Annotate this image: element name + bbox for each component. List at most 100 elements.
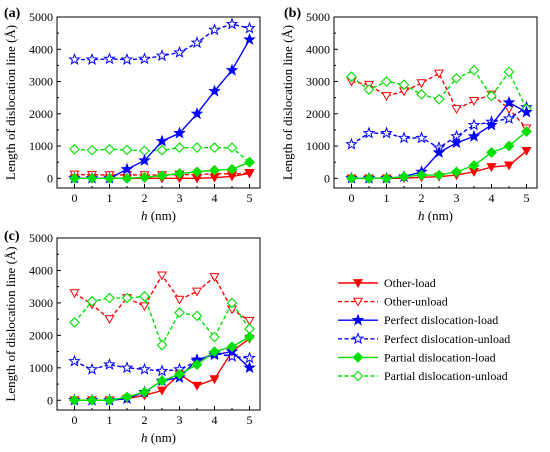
- data-point: [120, 52, 134, 65]
- x-axis-symbol: h: [141, 208, 148, 223]
- data-point: [485, 118, 498, 131]
- y-tick-label: 1000: [306, 139, 330, 153]
- panel-label: (a): [4, 6, 21, 21]
- legend-label: Other-unload: [384, 295, 448, 309]
- x-axis-symbol: h: [418, 208, 425, 223]
- y-axis-title: Length of dislocation line (Å): [3, 246, 18, 401]
- data-point: [433, 169, 445, 181]
- legend-label: Perfect dislocation-unload: [384, 332, 510, 346]
- plot-frame: [56, 237, 261, 411]
- data-point: [86, 295, 98, 307]
- x-tick-label: 4: [212, 191, 218, 205]
- data-point: [226, 142, 238, 154]
- x-axis-unit: (nm): [147, 208, 176, 223]
- data-point: [451, 72, 462, 84]
- data-point: [468, 160, 480, 171]
- data-point: [226, 297, 238, 309]
- data-point: [191, 359, 203, 370]
- data-point: [69, 394, 80, 406]
- x-tick-label: 1: [107, 413, 113, 427]
- data-point: [121, 144, 133, 156]
- data-point: [138, 52, 151, 65]
- series-other-unload: [69, 271, 255, 326]
- data-point: [486, 147, 497, 158]
- series-partial-dislocation-unload: [69, 142, 255, 168]
- data-point: [486, 163, 497, 173]
- legend-marker: [352, 352, 364, 363]
- data-point: [503, 105, 515, 114]
- x-tick-label: 0: [349, 191, 355, 205]
- panel-a: 0 1000 2000 3000 4000 5000 0 1 2 3 4 5 h (nm) Length …: [3, 6, 261, 223]
- data-point: [521, 126, 532, 137]
- data-point: [398, 79, 410, 91]
- data-point: [521, 147, 532, 156]
- y-tick-label: 2000: [29, 328, 53, 342]
- x-tick-label: 3: [177, 413, 183, 427]
- data-point: [121, 292, 133, 304]
- legend-item: Partial dislocation-unload: [338, 369, 508, 383]
- legend-item: Other-unload: [338, 295, 448, 309]
- x-axis-title: h (nm): [141, 208, 176, 223]
- x-tick-label: 4: [489, 191, 495, 205]
- y-axis-title: Length of dislocation line (Å): [280, 25, 295, 180]
- data-point: [155, 364, 169, 377]
- plot-frame: [56, 16, 261, 189]
- data-point: [174, 168, 185, 179]
- data-point: [345, 137, 358, 150]
- legend-marker: [351, 313, 365, 326]
- x-axis-unit: (nm): [147, 430, 176, 445]
- data-point: [467, 118, 481, 131]
- x-tick-label: 2: [142, 191, 148, 205]
- data-point: [243, 351, 256, 364]
- data-point: [121, 391, 133, 403]
- data-point: [244, 331, 255, 343]
- data-point: [191, 142, 203, 154]
- legend-item: Perfect dislocation-unload: [338, 332, 510, 346]
- y-tick-label: 0: [47, 171, 53, 185]
- data-point: [451, 166, 462, 178]
- data-point: [209, 331, 220, 343]
- data-point: [451, 105, 462, 114]
- y-tick-label: 2000: [306, 107, 330, 121]
- series-line: [74, 39, 251, 180]
- y-tick-label: 3000: [29, 296, 53, 310]
- plot-frame: [333, 16, 538, 189]
- series-line: [74, 274, 250, 322]
- data-point: [173, 45, 186, 58]
- data-point: [104, 292, 115, 304]
- data-point: [381, 76, 392, 87]
- legend-label: Perfect dislocation-load: [384, 313, 498, 327]
- data-point: [104, 172, 115, 184]
- y-tick-label: 3000: [306, 75, 330, 89]
- data-point: [138, 153, 151, 166]
- data-point: [191, 287, 203, 297]
- data-point: [225, 63, 239, 76]
- y-tick-label: 1000: [29, 361, 53, 375]
- data-point: [416, 169, 427, 181]
- data-point: [156, 375, 168, 387]
- x-tick-label: 1: [107, 191, 113, 205]
- data-point: [244, 156, 255, 168]
- y-tick-label: 0: [324, 171, 330, 185]
- data-point: [139, 291, 150, 302]
- data-point: [86, 144, 98, 156]
- x-tick-label: 0: [72, 413, 78, 427]
- data-point: [486, 90, 497, 102]
- series-partial-dislocation-unload: [69, 291, 255, 351]
- panel-b: 0 1000 2000 3000 4000 5000 0 1 2 3 4 5 h (nm) Length …: [280, 6, 538, 223]
- y-tick-label: 0: [47, 393, 53, 407]
- data-point: [226, 341, 238, 353]
- x-axis-unit: (nm): [424, 208, 453, 223]
- legend-marker: [351, 332, 365, 345]
- y-tick-label: 1000: [29, 139, 53, 153]
- data-point: [139, 386, 150, 398]
- data-point: [139, 302, 150, 312]
- data-point: [502, 95, 516, 108]
- data-point: [139, 171, 150, 183]
- data-point: [174, 307, 185, 319]
- legend: Other-load Other-unload Perfect dislocatio…: [338, 276, 510, 383]
- x-tick-label: 5: [247, 191, 253, 205]
- data-point: [450, 136, 463, 149]
- data-point: [69, 316, 80, 328]
- x-tick-label: 1: [384, 191, 390, 205]
